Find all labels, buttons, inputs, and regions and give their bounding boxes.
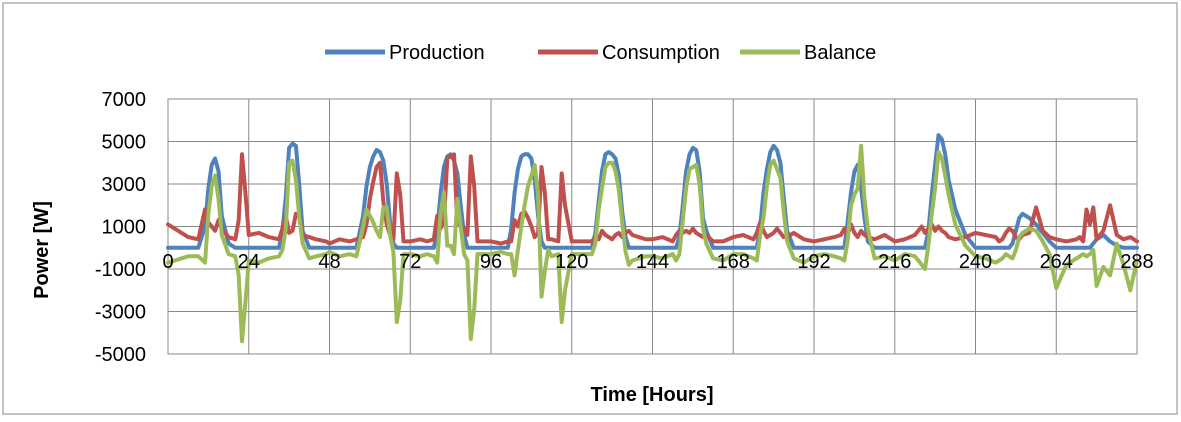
- x-tick-label: 0: [162, 251, 173, 273]
- legend-label-production: Production: [389, 42, 485, 64]
- x-tick-label: 96: [480, 251, 502, 273]
- x-tick-label: 240: [959, 251, 992, 273]
- legend: Production Consumption Balance: [325, 42, 876, 64]
- x-tick-label: 72: [399, 251, 421, 273]
- y-tick-label: -3000: [95, 302, 146, 324]
- x-axis-ticks: 0 24 48 72 96 120 144 168 192 216 240 264 288: [162, 251, 1153, 273]
- y-axis-title: Power [W]: [31, 201, 53, 299]
- y-tick-label: 7000: [102, 89, 147, 111]
- legend-label-consumption: Consumption: [602, 42, 720, 64]
- chart-border: [2, 2, 1178, 415]
- x-tick-label: 120: [555, 251, 588, 273]
- legend-label-balance: Balance: [804, 42, 876, 64]
- y-tick-label: 3000: [102, 174, 147, 196]
- x-tick-label: 24: [238, 251, 260, 273]
- series-lines: [166, 133, 1139, 344]
- x-tick-label: 264: [1040, 251, 1073, 273]
- gridlines: [167, 98, 1138, 355]
- series-line-balance: [166, 143, 1139, 344]
- x-tick-label: 48: [318, 251, 340, 273]
- x-tick-label: 216: [878, 251, 911, 273]
- y-tick-label: 1000: [102, 217, 147, 239]
- x-tick-label: 144: [636, 251, 669, 273]
- y-tick-label: 5000: [102, 132, 147, 154]
- x-tick-label: 192: [797, 251, 830, 273]
- y-tick-label: -5000: [95, 344, 146, 366]
- x-axis-title: Time [Hours]: [591, 384, 714, 406]
- y-axis-ticks: -5000 -3000 -1000 1000 3000 5000 7000: [95, 89, 146, 366]
- x-tick-label: 168: [717, 251, 750, 273]
- x-tick-label: 288: [1120, 251, 1153, 273]
- y-tick-label: -1000: [95, 259, 146, 281]
